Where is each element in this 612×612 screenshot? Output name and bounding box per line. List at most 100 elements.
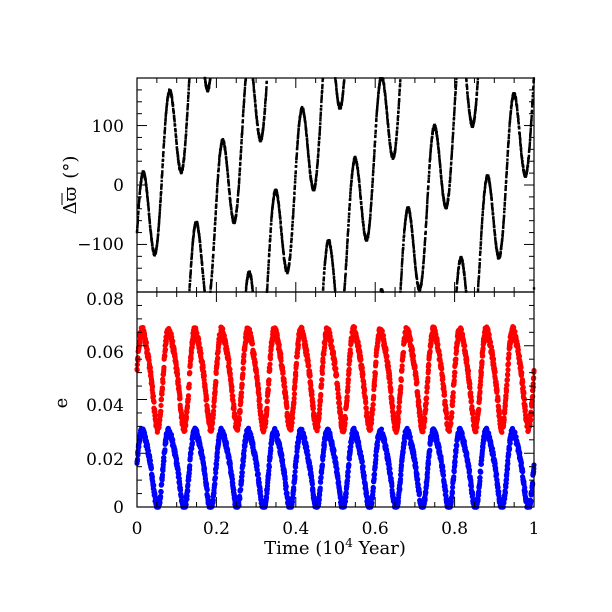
delta-varpi-point <box>250 281 254 284</box>
delta-varpi-point <box>215 197 218 201</box>
delta-varpi-point <box>396 126 399 130</box>
delta-varpi-point <box>322 283 325 286</box>
delta-varpi-point <box>451 146 454 149</box>
delta-varpi-point <box>469 118 473 122</box>
delta-varpi-point <box>250 277 253 281</box>
delta-varpi-point <box>181 165 185 169</box>
delta-varpi-point <box>346 240 349 243</box>
delta-varpi-point <box>481 210 485 214</box>
delta-varpi-point <box>494 241 498 244</box>
delta-varpi-point <box>213 223 217 226</box>
delta-varpi-point <box>297 130 300 133</box>
delta-varpi-point <box>441 192 445 196</box>
delta-varpi-point <box>225 160 228 164</box>
delta-varpi-point <box>369 210 372 213</box>
red-eccentricity-point <box>158 408 164 414</box>
delta-varpi-point <box>198 235 201 238</box>
delta-varpi-point <box>492 222 496 226</box>
delta-varpi-point <box>467 101 470 105</box>
delta-varpi-point <box>291 228 294 231</box>
delta-varpi-point <box>506 154 509 157</box>
red-eccentricity-point <box>210 408 217 414</box>
delta-varpi-point <box>185 125 188 129</box>
delta-varpi-point <box>436 143 440 146</box>
delta-varpi-point <box>428 160 431 163</box>
delta-varpi-point <box>467 105 471 109</box>
delta-varpi-point <box>147 204 150 207</box>
delta-varpi-point <box>447 192 451 195</box>
delta-varpi-point <box>506 161 509 164</box>
delta-varpi-point <box>438 157 441 161</box>
delta-varpi-point <box>295 157 298 160</box>
delta-varpi-point <box>347 215 351 218</box>
delta-varpi-point <box>263 109 267 112</box>
red-eccentricity-point <box>319 364 326 370</box>
red-eccentricity-point <box>201 373 207 379</box>
red-eccentricity-point <box>185 393 192 399</box>
delta-varpi-point <box>448 187 451 191</box>
delta-varpi-point <box>424 223 428 226</box>
delta-varpi-point <box>431 135 434 139</box>
delta-varpi-point <box>158 215 161 219</box>
delta-varpi-point <box>215 195 218 199</box>
delta-varpi-point <box>439 169 442 173</box>
delta-varpi-point <box>223 146 227 149</box>
red-eccentricity-point <box>267 366 273 372</box>
delta-varpi-point <box>526 159 530 163</box>
delta-varpi-point <box>481 217 484 220</box>
delta-varpi-point <box>344 265 348 269</box>
delta-varpi-point <box>423 239 427 242</box>
delta-varpi-point <box>345 249 349 252</box>
delta-varpi-point <box>393 150 397 154</box>
delta-varpi-point <box>281 243 284 246</box>
delta-varpi-point <box>453 110 456 113</box>
red-eccentricity-point <box>240 365 246 372</box>
delta-varpi-point <box>265 289 269 292</box>
delta-varpi-point <box>475 101 478 104</box>
delta-varpi-point <box>400 265 404 268</box>
delta-varpi-point <box>501 233 504 237</box>
delta-varpi-point <box>347 224 350 227</box>
delta-varpi-point <box>510 99 514 103</box>
delta-varpi-point <box>503 198 507 202</box>
delta-varpi-point <box>294 165 298 168</box>
delta-varpi-point <box>420 278 424 281</box>
delta-varpi-point <box>359 195 362 199</box>
delta-varpi-point <box>157 225 160 228</box>
delta-varpi-point <box>330 252 333 255</box>
delta-varpi-point <box>188 78 191 81</box>
delta-varpi-point <box>446 201 449 204</box>
delta-varpi-point <box>214 216 217 220</box>
red-eccentricity-point <box>345 377 352 383</box>
red-eccentricity-point <box>137 336 143 342</box>
delta-varpi-point <box>252 82 255 85</box>
delta-varpi-point <box>528 138 532 141</box>
delta-varpi-point <box>401 251 404 254</box>
delta-varpi-point <box>399 284 402 287</box>
delta-varpi-point <box>198 239 202 242</box>
delta-varpi-point <box>243 89 247 92</box>
delta-varpi-point <box>520 156 524 160</box>
delta-varpi-point <box>420 282 423 286</box>
delta-varpi-point <box>145 187 148 190</box>
delta-varpi-point <box>377 95 380 98</box>
delta-varpi-point <box>482 200 485 203</box>
delta-varpi-point <box>465 85 469 89</box>
delta-varpi-point <box>360 205 363 209</box>
red-eccentricity-point <box>344 394 350 400</box>
delta-varpi-point <box>493 225 496 229</box>
delta-varpi-point <box>340 101 344 104</box>
delta-varpi-point <box>230 213 234 216</box>
delta-varpi-point <box>429 151 432 155</box>
delta-varpi-point <box>210 281 213 285</box>
delta-varpi-point <box>423 240 427 244</box>
delta-varpi-point <box>309 175 312 178</box>
delta-varpi-point <box>185 114 189 118</box>
delta-varpi-point <box>401 254 404 257</box>
delta-varpi-point <box>236 198 240 201</box>
delta-varpi-point <box>468 109 471 112</box>
delta-varpi-point <box>393 153 396 156</box>
delta-varpi-point <box>458 261 461 264</box>
delta-varpi-point <box>209 283 213 286</box>
delta-varpi-point <box>147 207 150 211</box>
